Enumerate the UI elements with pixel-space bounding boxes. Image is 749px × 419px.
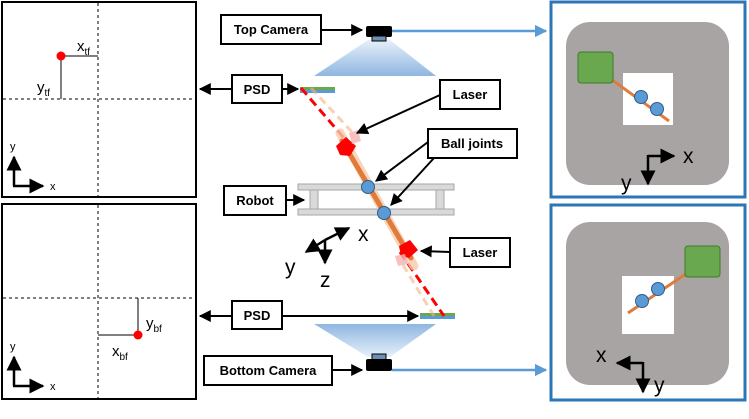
top-camera-label: Top Camera [234, 22, 309, 37]
bottom-camera-view: x y [549, 203, 747, 402]
top-psd-plot: xtf ytf y x [1, 1, 197, 198]
bottom-camera-icon [366, 359, 392, 371]
bottom-laser-beam [398, 251, 446, 317]
top-camera-lens-icon [371, 35, 387, 42]
bottom-laser-beam-faint [401, 264, 436, 317]
bottom-camera-view-axis-x-label: x [596, 344, 607, 367]
top-psd-y-label: ytf [37, 79, 50, 99]
bottom-psd-x-label: xbf [112, 343, 128, 363]
laser-top-pointer [355, 94, 441, 134]
bottom-camera-label-box: Bottom Camera [203, 355, 364, 386]
bottom-psd-y-label: ybf [146, 315, 162, 335]
laser-bottom-label-box: Laser [419, 237, 511, 268]
top-psd-axis-x-label: x [50, 181, 56, 193]
ball-joints-label: Ball joints [441, 136, 503, 151]
top-laser-beam-faint [309, 86, 354, 134]
robot-axis-x-arrow [324, 226, 351, 242]
top-psd-x-label: xtf [77, 38, 90, 58]
top-camera-view-axis-x-label: x [683, 145, 694, 168]
robot-frame [297, 183, 455, 216]
laser-bottom-pointer [419, 245, 451, 258]
top-camera-beam [314, 40, 436, 76]
ball-joints-pointer-upper [375, 141, 429, 182]
bottom-camera-label: Bottom Camera [220, 363, 318, 378]
top-camera-view-joint-1 [634, 90, 648, 104]
bottom-psd-spot [133, 330, 143, 340]
laser-bottom-label: Laser [463, 245, 498, 260]
bottom-camera-assembly [314, 324, 548, 377]
bottom-psd-axis-x-label: x [50, 381, 56, 393]
psd-top-label-box: PSD [198, 74, 300, 104]
top-psd-sensor [300, 87, 335, 93]
bottom-psd-axis-y-label: y [10, 341, 16, 353]
laser-top-label: Laser [453, 87, 488, 102]
top-camera-view: x y [549, 0, 747, 199]
top-psd-axis-y-label: y [10, 141, 16, 153]
rod [339, 138, 414, 261]
robot-axis-y-label: y [285, 256, 296, 279]
psd-top-label: PSD [244, 82, 271, 97]
ball-joint-lower [377, 206, 391, 220]
top-camera-view-end-effector [577, 51, 614, 84]
bottom-camera-view-joint-1 [635, 294, 649, 308]
top-camera-assembly [314, 24, 548, 76]
robot-axis-y-arrow [304, 238, 326, 254]
psd-bottom-label-box: PSD [198, 300, 420, 330]
bottom-camera-view-axis-y-label: y [654, 374, 665, 397]
top-camera-icon [366, 26, 392, 37]
top-psd-spot [56, 51, 66, 61]
top-laser-icon [336, 137, 356, 156]
robot-axis-x-label: x [358, 223, 369, 246]
bottom-camera-view-joint-2 [651, 282, 665, 296]
robot-axis-z-label: z [320, 269, 331, 292]
bottom-psd-sensor [420, 313, 455, 319]
bottom-camera-beam [314, 324, 436, 357]
bottom-camera-view-window [622, 276, 674, 334]
top-camera-view-axis-y-label: y [621, 172, 632, 195]
top-camera-view-joint-2 [650, 102, 664, 116]
robot-label-box: Robot [223, 185, 306, 216]
robot-label: Robot [236, 193, 274, 208]
ball-joints-pointer-lower [390, 157, 435, 206]
bottom-psd-plot: ybf xbf y x [1, 203, 197, 400]
laser-top-label-box: Laser [355, 79, 501, 134]
bottom-laser-icon [399, 240, 418, 258]
bottom-psd-frame [1, 203, 197, 400]
psd-bottom-label: PSD [244, 308, 271, 323]
robot-frame-axes: x y z [285, 223, 369, 292]
ball-joints-label-box: Ball joints [375, 128, 518, 206]
bottom-camera-view-end-effector [684, 245, 721, 278]
ball-joint-upper [361, 180, 375, 194]
top-camera-label-box: Top Camera [220, 14, 364, 45]
